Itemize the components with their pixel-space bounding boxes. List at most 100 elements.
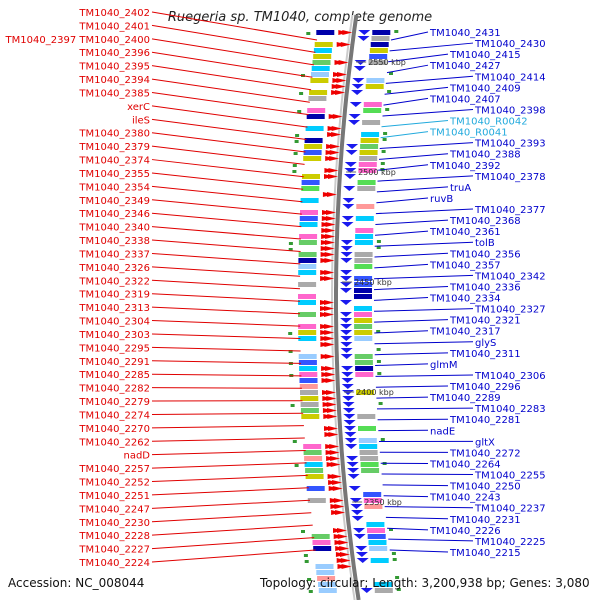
- right-leader-line: [389, 549, 449, 553]
- feature-block: [300, 198, 319, 203]
- left-gene-label: TM1040_2379: [78, 142, 150, 153]
- forward-gene-arrow: [325, 372, 336, 377]
- feature-block: [355, 372, 374, 377]
- feature-block: [355, 234, 374, 239]
- reverse-gene-arrow: [342, 396, 355, 401]
- feature-block: [358, 168, 377, 173]
- rna-mark: [294, 140, 299, 143]
- feature-block: [358, 426, 376, 431]
- reverse-gene-arrow: [340, 246, 353, 251]
- right-gene-label: TM1040_R0042: [449, 117, 528, 128]
- forward-gene-arrow: [325, 216, 336, 221]
- reverse-gene-arrow: [357, 36, 370, 41]
- feature-block: [298, 282, 317, 287]
- feature-block: [318, 588, 337, 593]
- left-leader-line: [151, 279, 301, 290]
- gene-labels: TM1040_2402 TM1040_2401 TM1040_2397 TM1040…: [5, 8, 546, 569]
- left-leader-line: [151, 306, 301, 315]
- reverse-gene-arrow: [343, 414, 356, 419]
- feature-block: [301, 414, 320, 419]
- feature-block: [307, 108, 326, 113]
- rna-mark: [304, 560, 309, 563]
- right-gene-label: TM1040_2272: [449, 448, 521, 459]
- left-leader-line: [151, 199, 302, 215]
- rna-mark: [299, 92, 304, 95]
- left-gene-label: TM1040_2274: [78, 410, 150, 421]
- feature-block: [358, 162, 377, 167]
- rna-mark: [392, 558, 397, 561]
- feature-block: [361, 132, 380, 137]
- feature-block: [303, 450, 322, 455]
- rna-mark: [292, 440, 297, 443]
- feature-block: [354, 354, 373, 359]
- right-gene-label: TM1040_2255: [474, 471, 546, 482]
- left-leader-line: [151, 487, 309, 496]
- right-gene-label: TM1040_2281: [449, 415, 521, 426]
- right-leader-line: [373, 297, 429, 301]
- forward-gene-arrow: [324, 246, 335, 251]
- right-gene-label: TM1040_2388: [449, 150, 521, 161]
- feature-block: [303, 150, 322, 155]
- right-leader-line: [374, 241, 474, 247]
- forward-gene-arrow: [336, 78, 347, 83]
- rna-mark: [297, 110, 302, 113]
- left-gene-label: TM1040_2251: [78, 491, 150, 502]
- right-gene-label: TM1040_2311: [449, 349, 521, 360]
- rna-mark: [294, 464, 299, 467]
- feature-block: [316, 30, 335, 35]
- label-leaders: [151, 11, 474, 563]
- right-gene-label: TM1040_2226: [429, 526, 501, 537]
- feature-block: [306, 114, 325, 119]
- reverse-gene-arrow: [349, 102, 362, 107]
- forward-gene-arrow: [335, 84, 346, 89]
- tick-label: 2500 kbp: [358, 168, 396, 177]
- feature-block: [361, 468, 380, 473]
- reverse-gene-arrow: [340, 312, 352, 317]
- feature-block: [299, 372, 318, 377]
- right-leader-line: [384, 86, 449, 95]
- rna-mark: [307, 578, 312, 581]
- feature-block: [317, 576, 336, 581]
- feature-block: [304, 138, 323, 143]
- right-leader-line: [375, 219, 449, 225]
- left-leader-line: [151, 412, 304, 415]
- rna-mark: [380, 162, 385, 165]
- forward-gene-arrow: [326, 408, 337, 413]
- forward-gene-arrow: [338, 60, 349, 65]
- reverse-gene-arrow: [360, 588, 373, 593]
- forward-gene-arrow: [339, 546, 350, 551]
- feature-block: [360, 456, 379, 461]
- left-gene-label: TM1040_2227: [78, 545, 150, 556]
- map-title: Ruegeria sp. TM1040, complete genome: [167, 10, 433, 25]
- rna-mark: [382, 138, 387, 141]
- rna-mark: [389, 528, 393, 531]
- forward-gene-arrow: [339, 552, 350, 557]
- left-leader-line: [151, 91, 309, 116]
- rna-mark: [288, 242, 293, 245]
- right-gene-label: TM1040_2415: [449, 50, 521, 61]
- left-gene-label: TM1040_2291: [78, 357, 150, 368]
- reverse-gene-arrow: [342, 198, 355, 203]
- forward-gene-arrow: [334, 504, 345, 509]
- feature-block: [354, 306, 372, 311]
- rna-mark: [385, 108, 390, 111]
- rna-mark: [395, 576, 400, 579]
- feature-block: [304, 144, 323, 149]
- feature-block: [358, 438, 377, 443]
- right-gene-label: tolB: [475, 238, 495, 249]
- right-leader-line: [376, 197, 429, 204]
- backbone-shadow: [331, 14, 356, 600]
- left-gene-label: nadD: [123, 451, 150, 462]
- forward-gene-arrow: [331, 474, 342, 479]
- right-gene-label: truA: [450, 183, 471, 194]
- feature-block: [359, 444, 378, 449]
- rna-mark: [292, 170, 297, 173]
- right-gene-label: TM1040_R0041: [429, 128, 508, 139]
- right-leader-line: [377, 418, 449, 421]
- rna-mark: [389, 72, 393, 75]
- left-gene-label: TM1040_2346: [78, 209, 150, 220]
- right-leader-line: [382, 108, 474, 117]
- feature-block: [354, 360, 373, 365]
- reverse-gene-arrow: [340, 348, 353, 353]
- left-gene-label: TM1040_2401: [78, 21, 150, 32]
